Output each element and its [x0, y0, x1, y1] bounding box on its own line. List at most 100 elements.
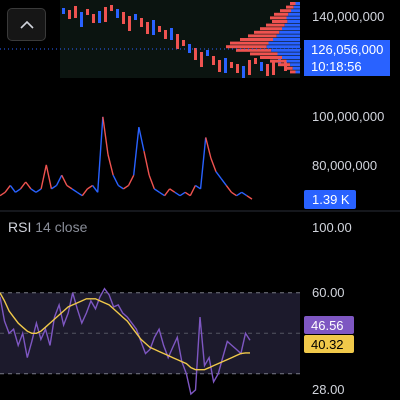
- candle: [266, 64, 269, 76]
- candle: [284, 62, 287, 71]
- profile-bar-up: [272, 20, 288, 23]
- volume-segment: [112, 174, 119, 186]
- rsi-legend[interactable]: RSI 14 close: [8, 219, 87, 235]
- volume-segment: [153, 188, 160, 193]
- volume-profile: [226, 2, 300, 74]
- candle: [140, 18, 143, 27]
- rsi-tick-100: 100.00: [312, 220, 352, 235]
- candle: [236, 64, 239, 73]
- candle: [176, 34, 179, 49]
- candle: [242, 66, 245, 78]
- profile-bar-down: [268, 41, 300, 45]
- volume-series: [0, 116, 253, 200]
- volume-segment: [138, 126, 145, 152]
- candle: [110, 5, 113, 11]
- volume-segment: [225, 185, 232, 193]
- candle: [194, 48, 197, 60]
- candle: [98, 11, 101, 23]
- y-tick-80m: 80,000,000: [312, 158, 377, 173]
- profile-bar-up: [226, 45, 267, 49]
- profile-bar-up: [274, 12, 289, 16]
- volume-segment: [55, 174, 63, 186]
- volume-segment: [127, 174, 135, 186]
- volume-segment: [215, 171, 222, 179]
- candle: [170, 28, 173, 40]
- volume-segment: [159, 191, 165, 197]
- candle: [212, 56, 215, 65]
- profile-bar-up: [286, 5, 294, 9]
- volume-segment: [133, 127, 140, 176]
- volume-segment: [143, 150, 150, 176]
- profile-bar-up: [290, 70, 296, 74]
- volume-segment: [20, 181, 27, 190]
- volume-segment: [102, 116, 109, 155]
- candle: [134, 14, 137, 20]
- profile-bar-down: [282, 56, 300, 59]
- candle: [74, 6, 77, 18]
- profile-bar-up: [266, 23, 285, 27]
- profile-bar-down: [293, 5, 300, 9]
- profile-bar-down: [279, 30, 300, 34]
- candle: [200, 52, 203, 67]
- candle: [146, 22, 149, 34]
- rsi-tick-60: 60.00: [312, 285, 345, 300]
- volume-segment: [220, 178, 227, 186]
- profile-bar-down: [273, 38, 300, 41]
- volume-segment: [30, 188, 37, 193]
- volume-segment: [210, 157, 217, 172]
- profile-bar-up: [240, 38, 273, 41]
- volume-segment: [195, 184, 201, 190]
- candle: [182, 40, 185, 46]
- volume-segment: [205, 137, 212, 159]
- volume-chip: [304, 190, 356, 209]
- candle: [80, 12, 83, 27]
- profile-bar-up: [278, 63, 291, 67]
- candle: [68, 10, 71, 19]
- collapse-button[interactable]: [7, 8, 46, 41]
- price-chip: [304, 40, 390, 76]
- profile-bar-up: [260, 56, 282, 59]
- profile-bar-up: [270, 16, 287, 20]
- price-candles: [62, 5, 287, 78]
- volume-segment: [81, 188, 88, 197]
- profile-bar-up: [230, 41, 269, 45]
- volume-segment: [4, 185, 11, 193]
- volume-segment: [164, 188, 171, 197]
- ma-series-line: [0, 292, 250, 371]
- volume-segment: [66, 184, 73, 190]
- candle: [218, 60, 221, 72]
- candle: [86, 9, 89, 15]
- profile-bar-up: [248, 34, 277, 38]
- candle: [248, 60, 251, 75]
- profile-bar-up: [284, 66, 293, 70]
- rsi-band: [0, 292, 300, 374]
- price-label: 126,056,000: [311, 42, 383, 57]
- candle: [206, 50, 209, 56]
- profile-bar-down: [284, 23, 300, 27]
- profile-bar-down: [266, 45, 300, 49]
- rsi-title: RSI: [8, 219, 32, 235]
- rsi-value-label: 46.56: [311, 318, 344, 333]
- profile-bar-up: [260, 27, 282, 31]
- profile-bar-down: [282, 27, 300, 31]
- profile-bar-down: [287, 20, 300, 23]
- profile-bar-down: [277, 52, 300, 56]
- volume-segment: [148, 174, 155, 190]
- volume-segment: [236, 191, 243, 197]
- candle: [188, 44, 191, 53]
- volume-segment: [71, 188, 78, 193]
- volume-segment: [97, 116, 104, 193]
- profile-bar-down: [276, 34, 300, 38]
- candle: [116, 9, 119, 18]
- volume-segment: [51, 184, 57, 190]
- candle: [272, 60, 275, 75]
- volume-segment: [189, 185, 197, 197]
- volume-segment: [184, 191, 191, 197]
- volume-segment: [15, 188, 21, 193]
- volume-segment: [123, 184, 129, 190]
- candle: [62, 8, 65, 14]
- volume-segment: [35, 188, 42, 193]
- profile-bar-down: [292, 66, 300, 70]
- candle: [260, 62, 263, 71]
